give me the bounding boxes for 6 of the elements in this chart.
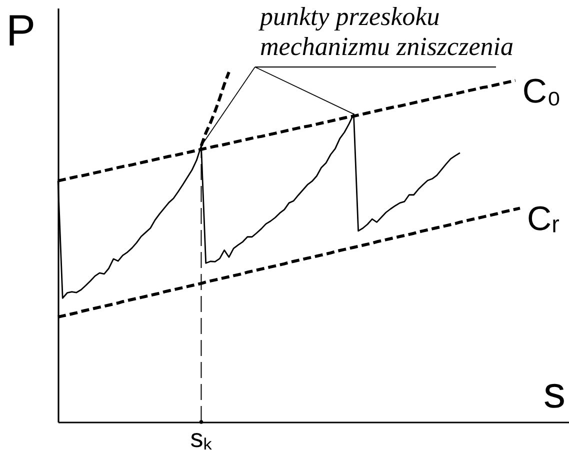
- text: punkty przeskoku mechanizmu zniszczenia: [258, 2, 514, 61]
- x-axis-title: s: [544, 368, 566, 418]
- series-label: Cᵣ: [527, 200, 560, 238]
- y-axis-title: P: [6, 6, 36, 56]
- text: sₖ: [190, 423, 212, 450]
- series-label: C₀: [522, 72, 562, 110]
